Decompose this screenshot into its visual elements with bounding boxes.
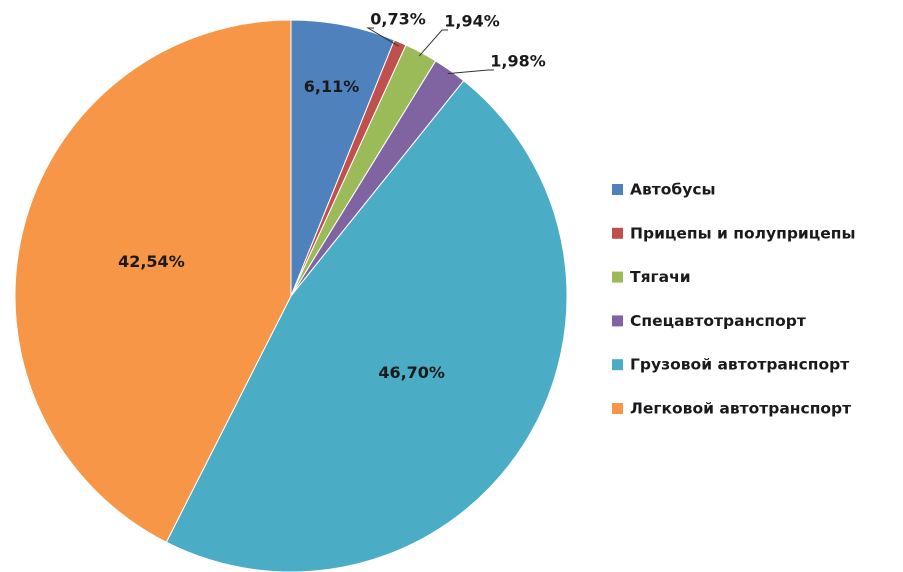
legend-label: Легковой автотранспорт <box>630 400 851 418</box>
data-label: 1,98% <box>490 52 546 71</box>
data-label: 6,11% <box>304 77 360 96</box>
leader-line <box>366 27 399 47</box>
legend-label: Грузовой автотранспорт <box>630 356 849 374</box>
pie-slice <box>14 19 292 543</box>
data-label: 46,70% <box>378 363 445 382</box>
legend-swatch <box>612 359 623 371</box>
data-label: 42,54% <box>118 252 185 271</box>
legend-swatch <box>612 184 623 195</box>
legend-label: Спецавтотранспорт <box>630 312 806 330</box>
leader-line <box>447 69 494 75</box>
legend-label: Тягачи <box>630 268 691 286</box>
leader-line <box>418 29 448 57</box>
legend-swatch <box>612 227 623 239</box>
legend-swatch <box>612 403 623 414</box>
data-label: 1,94% <box>444 12 500 31</box>
legend-label: Автобусы <box>630 181 716 199</box>
legend-swatch <box>612 315 623 327</box>
legend-label: Прицепы и полуприцепы <box>630 224 856 242</box>
data-label: 0,73% <box>370 10 426 29</box>
legend-swatch <box>612 271 623 283</box>
